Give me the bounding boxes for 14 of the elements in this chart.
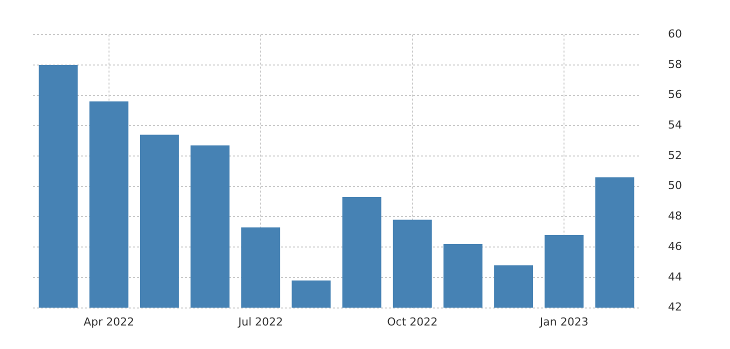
x-tick-label: Jul 2022 <box>237 315 284 328</box>
y-tick-label: 54 <box>668 118 682 132</box>
y-tick-label: 46 <box>668 240 682 253</box>
y-tick-label: 48 <box>668 210 682 223</box>
y-tick-label: 52 <box>668 148 682 162</box>
y-tick-label: 58 <box>668 58 682 71</box>
y-tick-label: 44 <box>668 270 682 284</box>
y-tick-label: 60 <box>668 27 682 40</box>
y-tick-label: 42 <box>668 300 682 314</box>
y-tick-label: 56 <box>668 88 682 102</box>
x-tick-label: Oct 2022 <box>387 315 438 328</box>
y-tick-label: 50 <box>668 179 682 192</box>
x-tick-label: Jan 2023 <box>538 315 588 328</box>
x-tick-label: Apr 2022 <box>84 315 134 328</box>
